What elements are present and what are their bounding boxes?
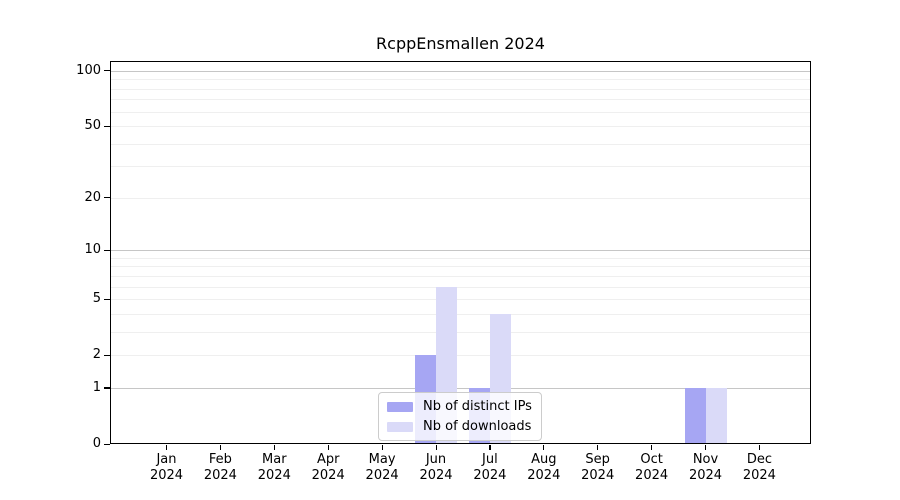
x-axis-tick-label: Feb 2024: [190, 452, 250, 484]
minor-gridline: [111, 299, 810, 301]
x-tick-year: 2024: [635, 468, 669, 483]
x-tick-year: 2024: [257, 468, 291, 483]
legend-swatch-downloads: [387, 421, 413, 432]
x-axis-tick: [273, 445, 275, 450]
x-tick-month: May: [368, 452, 396, 467]
major-gridline: [111, 70, 810, 72]
y-axis-tick: [104, 197, 110, 199]
minor-gridline: [111, 126, 810, 128]
x-axis-tick: [381, 445, 383, 450]
x-axis-tick: [651, 445, 653, 450]
x-tick-month: Sep: [585, 452, 610, 467]
x-axis-tick: [705, 445, 707, 450]
x-axis-tick-label: Jul 2024: [460, 452, 520, 484]
y-axis-tick-label: 10: [84, 242, 101, 258]
y-axis-tick-label: 0: [92, 436, 101, 451]
x-tick-month: Feb: [208, 452, 232, 467]
minor-gridline: [111, 331, 810, 333]
x-tick-year: 2024: [742, 468, 776, 483]
legend: Nb of distinct IPs Nb of downloads: [378, 392, 542, 441]
minor-gridline: [111, 111, 810, 113]
legend-label-downloads: Nb of downloads: [423, 419, 532, 434]
x-tick-year: 2024: [365, 468, 399, 483]
minor-gridline: [111, 166, 810, 168]
x-tick-year: 2024: [688, 468, 723, 483]
x-tick-month: Jun: [425, 452, 447, 467]
bar-downloads-nov: [705, 387, 727, 443]
x-tick-month: Mar: [262, 452, 287, 467]
x-axis-tick-label: Dec 2024: [729, 452, 789, 484]
y-axis-tick-label: 5: [92, 291, 101, 307]
minor-gridline: [111, 257, 810, 259]
y-axis-tick-label: 50: [84, 118, 101, 134]
y-axis-tick-label: 2: [92, 347, 101, 363]
chart-title: RcppEnsmallen 2024: [376, 34, 545, 53]
x-axis-tick: [327, 445, 329, 450]
y-axis-tick: [104, 70, 110, 72]
x-tick-month: Jul: [482, 452, 498, 467]
x-axis-tick-label: May 2024: [352, 452, 412, 484]
x-tick-year: 2024: [473, 468, 507, 483]
x-tick-month: Aug: [531, 452, 557, 467]
legend-label-distinct-ips: Nb of distinct IPs: [423, 399, 532, 414]
minor-gridline: [111, 355, 810, 357]
x-axis-tick-label: Mar 2024: [244, 452, 304, 484]
x-axis-tick-label: Aug 2024: [514, 452, 574, 484]
minor-gridline: [111, 88, 810, 90]
minor-gridline: [111, 99, 810, 101]
legend-item-downloads: Nb of downloads: [387, 418, 532, 435]
y-axis-tick: [104, 354, 110, 356]
x-axis-tick-label: Oct 2024: [622, 452, 682, 484]
x-tick-year: 2024: [581, 468, 615, 483]
y-axis-tick: [104, 125, 110, 127]
y-axis-tick: [104, 298, 110, 300]
minor-gridline: [111, 143, 810, 145]
x-tick-year: 2024: [527, 468, 561, 483]
y-axis-tick: [104, 249, 110, 251]
bar-distinct-ips-nov: [684, 387, 706, 443]
x-tick-month: Dec: [746, 452, 772, 467]
y-axis-tick-label: 1: [92, 379, 101, 395]
legend-swatch-distinct-ips: [387, 401, 413, 412]
major-gridline: [111, 387, 810, 389]
minor-gridline: [111, 79, 810, 81]
legend-item-distinct-ips: Nb of distinct IPs: [387, 398, 532, 415]
y-axis-tick: [104, 443, 110, 445]
x-axis-tick-label: Nov 2024: [676, 452, 736, 484]
minor-gridline: [111, 266, 810, 268]
y-axis-tick: [104, 387, 110, 389]
x-axis-tick-label: Apr 2024: [298, 452, 358, 484]
x-axis-tick-label: Jun 2024: [406, 452, 466, 484]
minor-gridline: [111, 197, 810, 199]
y-axis-tick-label: 100: [76, 62, 101, 78]
x-axis-tick: [435, 445, 437, 450]
major-gridline: [111, 250, 810, 252]
x-tick-month: Oct: [640, 452, 663, 467]
x-axis-tick: [489, 445, 491, 450]
y-axis-tick-label: 20: [84, 189, 101, 205]
x-tick-year: 2024: [311, 468, 345, 483]
x-tick-month: Jan: [156, 452, 177, 467]
minor-gridline: [111, 286, 810, 288]
x-axis-tick-label: Sep 2024: [568, 452, 628, 484]
x-tick-year: 2024: [203, 468, 237, 483]
x-axis-tick: [543, 445, 545, 450]
x-tick-month: Nov: [692, 452, 719, 467]
x-tick-year: 2024: [419, 468, 453, 483]
minor-gridline: [111, 275, 810, 277]
x-tick-year: 2024: [149, 468, 184, 483]
minor-gridline: [111, 313, 810, 315]
x-axis-tick: [166, 445, 168, 450]
plot-area: [110, 61, 811, 444]
x-axis-tick: [597, 445, 599, 450]
x-tick-month: Apr: [316, 452, 340, 467]
x-axis-tick: [758, 445, 761, 450]
x-axis-tick-label: Jan 2024: [137, 452, 197, 484]
x-axis-tick: [219, 445, 222, 450]
